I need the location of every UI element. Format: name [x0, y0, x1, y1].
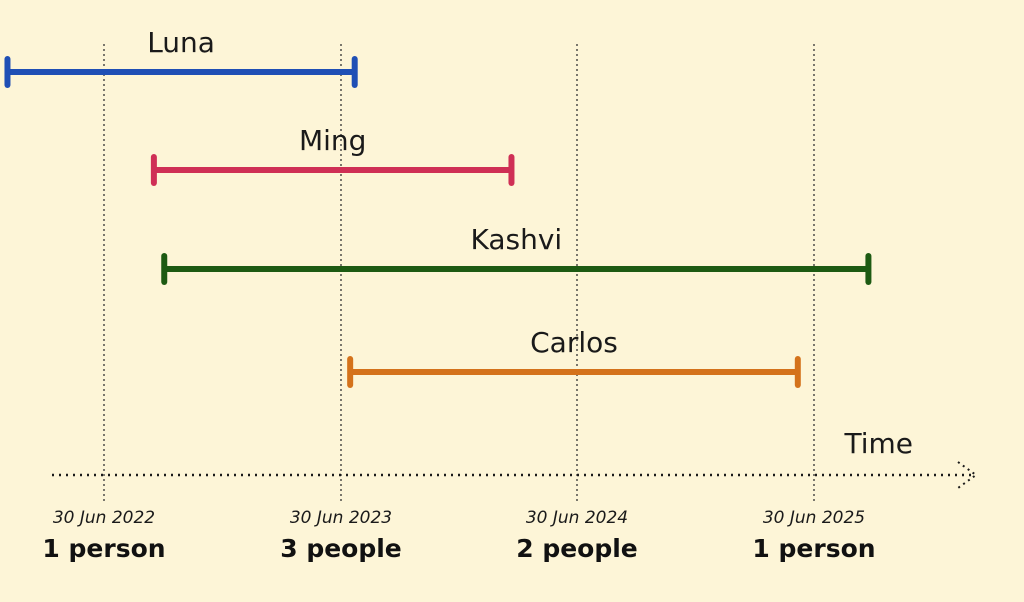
- marker-count-label: 1 person: [752, 534, 875, 563]
- person-bar: Kashvi: [161, 223, 872, 285]
- marker-date-label: 30 Jun 2023: [290, 508, 392, 528]
- bar-label: Kashvi: [470, 223, 562, 256]
- marker-date-label: 30 Jun 2022: [53, 508, 155, 528]
- person-bars: Luna Ming Kashvi Carlos: [4, 26, 872, 388]
- bar-label: Ming: [299, 124, 366, 157]
- marker-count-label: 2 people: [516, 534, 638, 563]
- time-axis: Time: [52, 427, 978, 489]
- marker-date-label: 30 Jun 2025: [763, 508, 865, 528]
- marker-count-label: 1 person: [42, 534, 165, 563]
- axis-title: Time: [843, 427, 913, 460]
- person-bar: Ming: [150, 124, 515, 186]
- person-bar: Luna: [4, 26, 358, 88]
- marker-date-label: 30 Jun 2024: [526, 508, 628, 528]
- time-axis-arrow-icon: [957, 461, 978, 489]
- person-bar: Carlos: [347, 326, 801, 388]
- bar-label: Carlos: [530, 326, 618, 359]
- date-gridlines: [103, 44, 815, 503]
- marker-count-label: 3 people: [280, 534, 402, 563]
- bar-label: Luna: [147, 26, 215, 59]
- marker-labels: 30 Jun 2022 1 person 30 Jun 2023 3 people 30…: [42, 508, 875, 563]
